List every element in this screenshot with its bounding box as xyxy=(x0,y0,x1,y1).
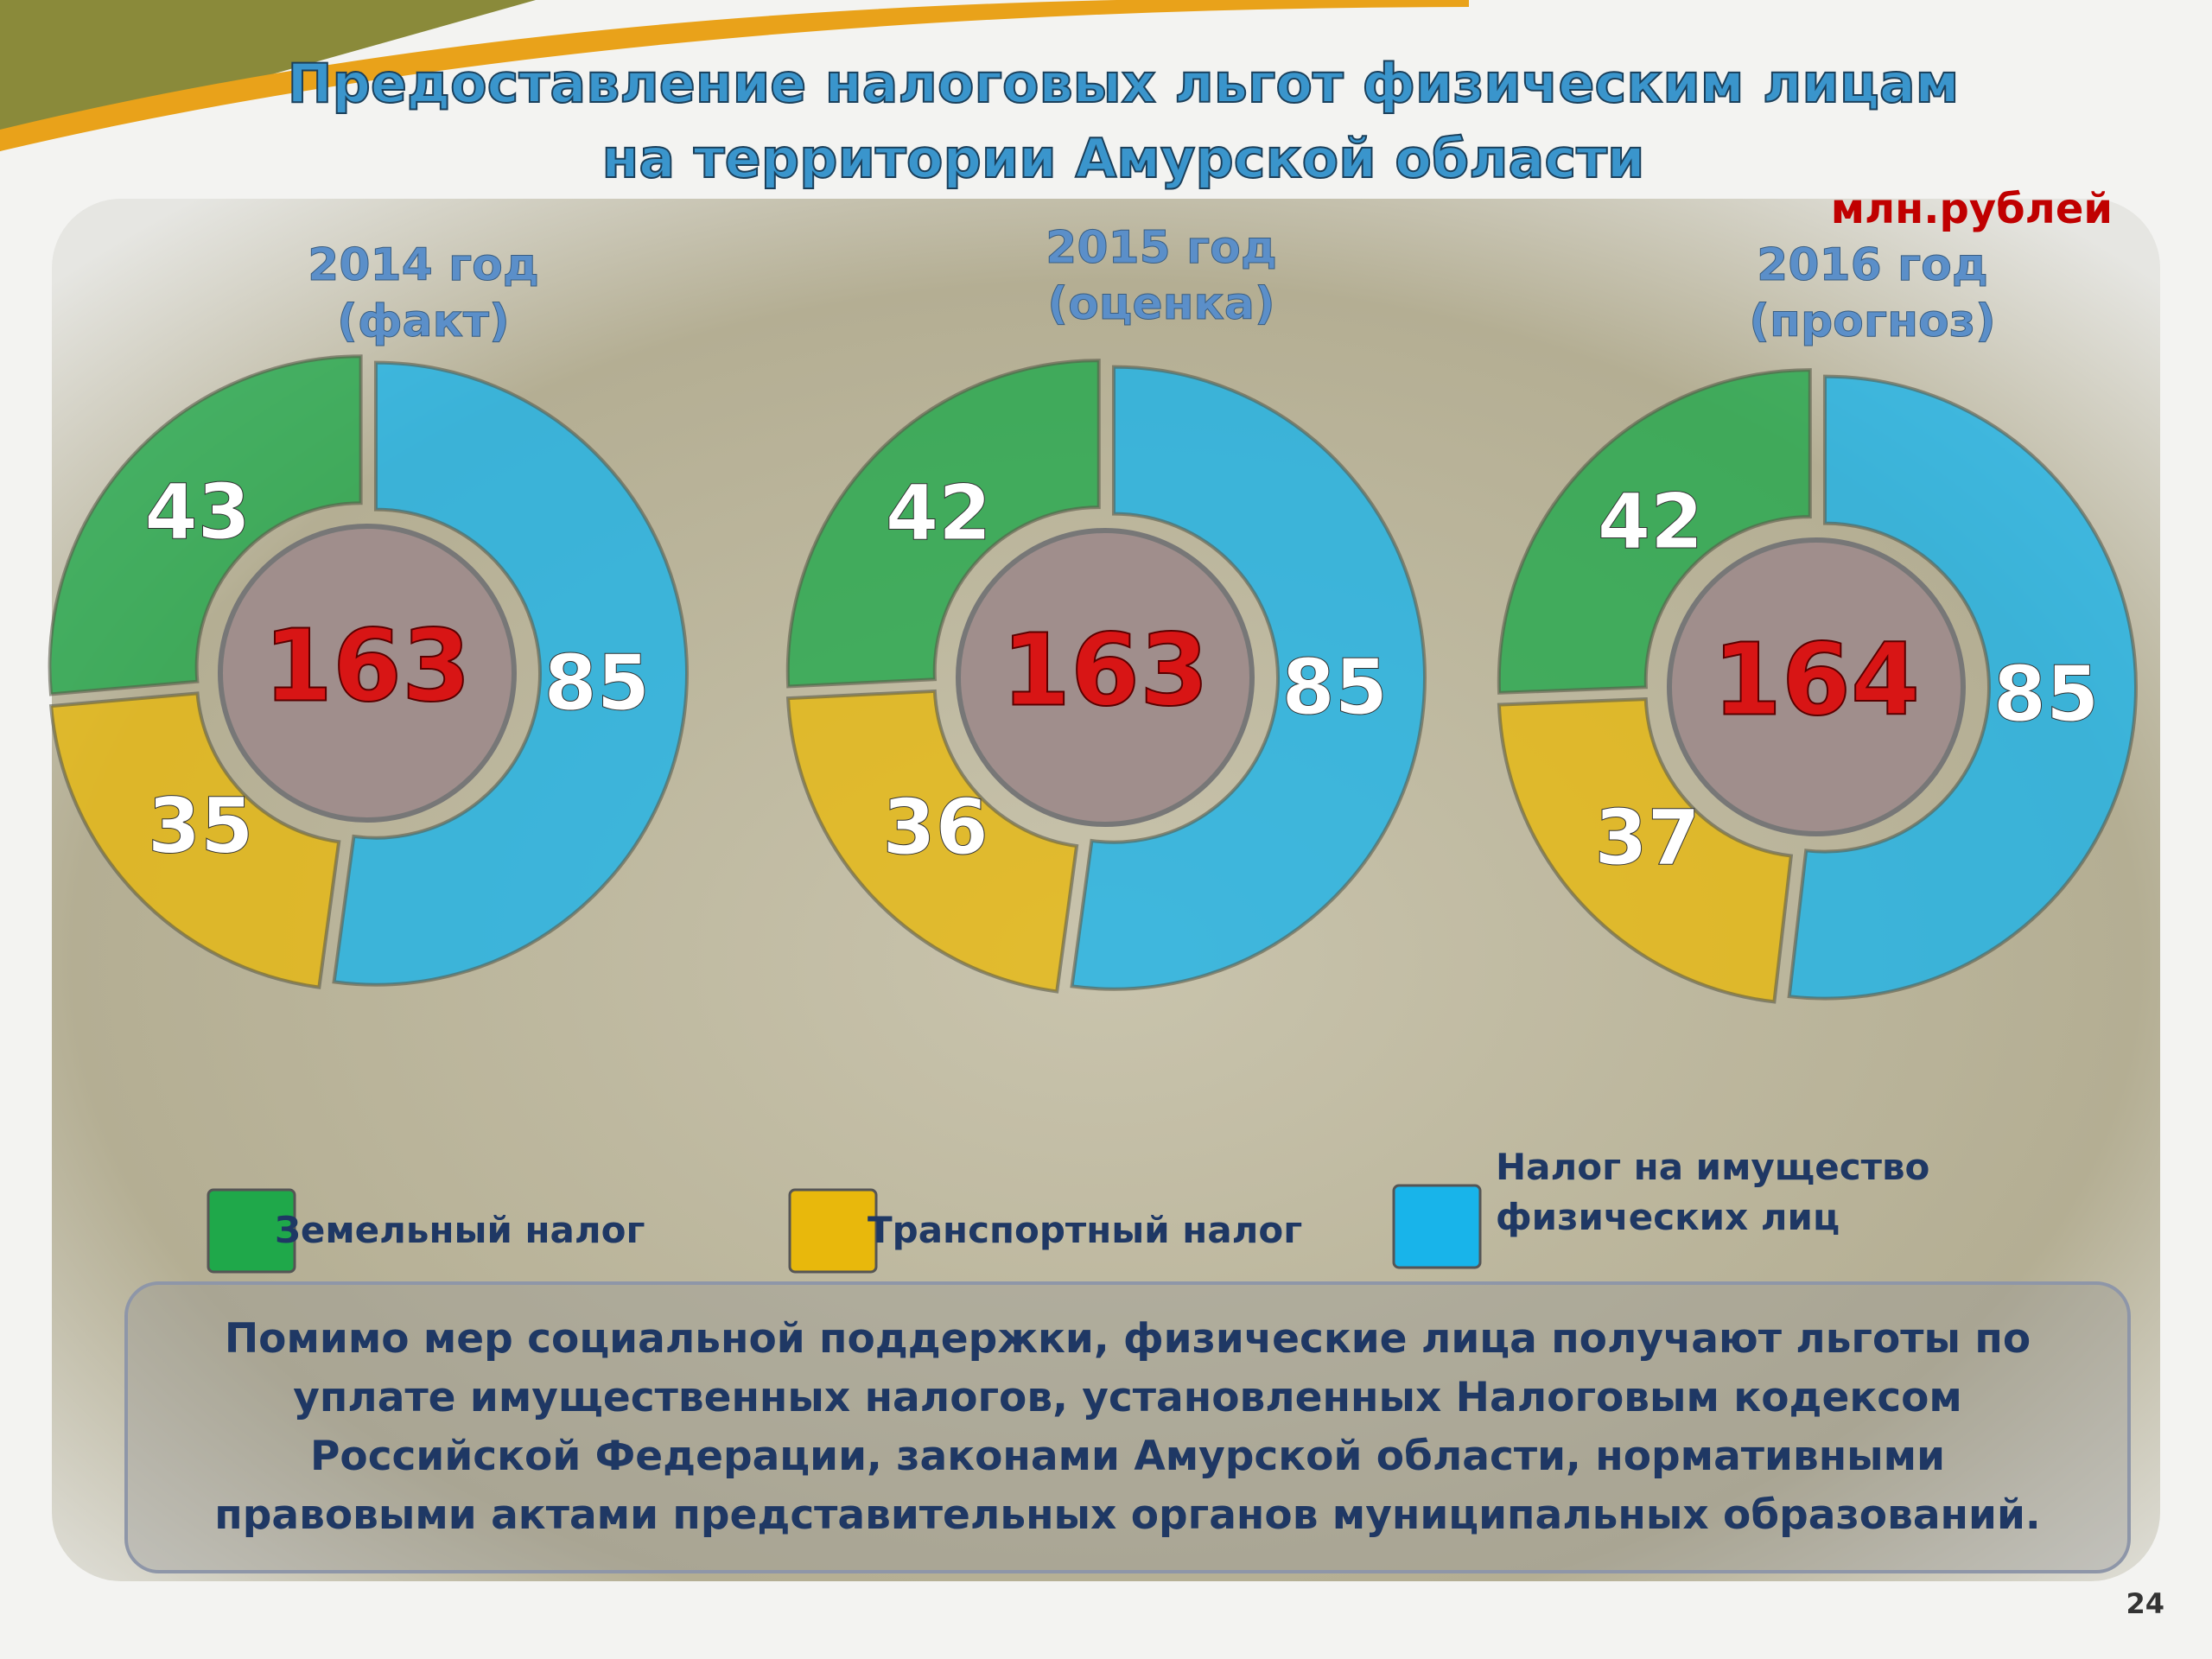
page-number: 24 xyxy=(2126,1587,2164,1620)
value-label: 37 xyxy=(1594,793,1700,882)
value-label: 85 xyxy=(544,639,650,728)
donut-slice xyxy=(785,359,1101,689)
legend-swatch xyxy=(788,1188,878,1274)
legend-label: Налог на имущество физических лиц xyxy=(1496,1146,1930,1238)
value-label: 43 xyxy=(144,467,250,556)
center-circle xyxy=(218,524,517,823)
donut-slice xyxy=(1787,374,2138,1001)
corner-stripe xyxy=(0,0,536,151)
donut-slice xyxy=(785,689,1079,994)
note-line: правовыми актами представительных органо… xyxy=(214,1491,2041,1539)
note-line: Российской Федерации, законами Амурской … xyxy=(309,1433,1946,1480)
chart-title: 2015 год xyxy=(1046,222,1277,274)
center-circle xyxy=(956,528,1255,827)
value-label: 36 xyxy=(882,783,988,872)
chart-subtitle: (факт) xyxy=(337,296,510,347)
donut-slice xyxy=(48,691,341,989)
legend-swatch xyxy=(207,1188,296,1274)
legend-swatch xyxy=(1392,1184,1482,1269)
value-label: 85 xyxy=(1993,650,2099,739)
center-circle xyxy=(1667,537,1966,836)
chart-title: 2016 год xyxy=(1757,239,1988,291)
donut-slice xyxy=(332,360,689,987)
donut-slice xyxy=(1497,368,1812,695)
title: Предоставление налоговых льгот физически… xyxy=(288,52,1960,115)
note: Помимо мер социальной поддержки, физичес… xyxy=(124,1281,2131,1573)
legend-label: Транспортный налог xyxy=(868,1209,1303,1251)
total-label: 164 xyxy=(1713,623,1920,739)
note-line: уплате имущественных налогов, установлен… xyxy=(293,1374,1962,1421)
value-label: 42 xyxy=(1598,477,1703,566)
legend-label: Земельный налог xyxy=(275,1209,645,1251)
unit: млн.рублей xyxy=(1831,185,2113,233)
chart-title: 2014 год xyxy=(308,239,539,291)
total-label: 163 xyxy=(264,609,471,725)
donut-slice xyxy=(1070,365,1427,991)
note-line: Помимо мер социальной поддержки, физичес… xyxy=(224,1315,2031,1363)
donut-slice xyxy=(48,354,363,696)
chart-subtitle: (оценка) xyxy=(1047,278,1274,330)
corner-stripe xyxy=(0,0,1469,151)
chart-subtitle: (прогноз) xyxy=(1749,296,1995,347)
total-label: 163 xyxy=(1001,613,1209,729)
value-label: 42 xyxy=(886,468,991,557)
value-label: 85 xyxy=(1282,643,1388,732)
value-label: 35 xyxy=(148,782,253,871)
donut-slice xyxy=(1497,696,1794,1004)
subtitle: на территории Амурской области xyxy=(601,127,1644,190)
